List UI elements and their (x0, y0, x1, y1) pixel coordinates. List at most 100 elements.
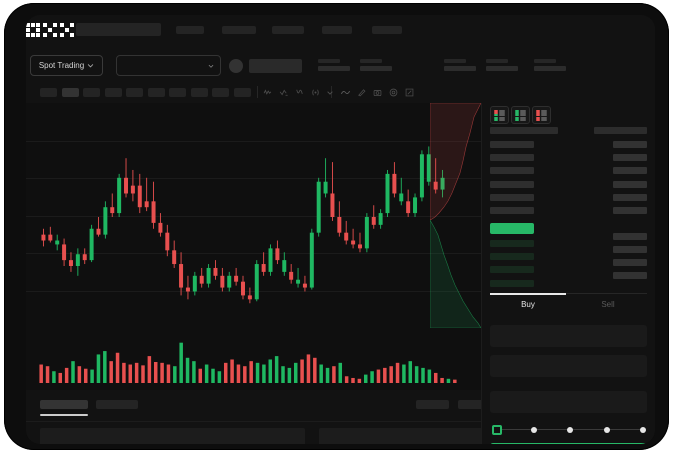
tf-1m[interactable] (40, 88, 57, 97)
fullscreen-icon[interactable] (404, 87, 415, 98)
compare-icon[interactable] (294, 87, 305, 98)
header-nav-item-4[interactable] (322, 26, 352, 34)
volume-bar (402, 364, 406, 383)
header-nav-item-5[interactable] (372, 26, 402, 34)
slider-stop-100[interactable] (640, 427, 646, 433)
tf-15m[interactable] (83, 88, 100, 97)
orderbook-icon-bar (541, 116, 547, 119)
tf-1d[interactable] (169, 88, 186, 97)
candle-body (192, 275, 197, 292)
candle-body (89, 228, 94, 261)
header-search-input[interactable] (76, 23, 161, 36)
draw-pencil-icon[interactable] (356, 87, 367, 98)
orderbook-asks-icon (533, 107, 550, 123)
ob-mode-asks[interactable] (532, 106, 551, 124)
stat-change-24h-label (360, 59, 382, 63)
bottom-action-2[interactable] (458, 400, 491, 409)
orderbook-price-header (490, 127, 558, 134)
amount-percent-slider[interactable] (492, 425, 646, 435)
orderbook-ask-row[interactable] (490, 180, 534, 188)
volume-bar (236, 364, 241, 383)
candle-body (357, 244, 362, 249)
volume-bar (52, 371, 56, 383)
stat-change-24h (360, 59, 392, 71)
candle-body (406, 201, 411, 214)
volume-bar (141, 365, 145, 383)
volume-bar (408, 361, 413, 383)
logo-x-cell (59, 32, 64, 37)
candle-body (110, 207, 115, 214)
ob-mode-both[interactable] (490, 106, 509, 124)
orderbook-bid-row[interactable] (490, 266, 534, 274)
tf-1w[interactable] (190, 88, 208, 97)
submit-buy-button[interactable] (490, 443, 647, 444)
order-amount-field[interactable] (490, 355, 647, 377)
orderbook-icon-row (493, 111, 498, 114)
orderbook-ask-row[interactable] (490, 193, 534, 201)
orderbook-bid-row[interactable] (490, 279, 534, 287)
slider-stop-25[interactable] (530, 427, 537, 433)
tf-1mo[interactable] (212, 88, 229, 97)
indicators-icon[interactable] (278, 87, 289, 98)
bottom-panel-left[interactable] (40, 428, 305, 444)
volume-bar (427, 369, 432, 383)
slider-stop-50[interactable] (567, 427, 573, 433)
candle-wick (325, 158, 327, 198)
candle-body (392, 173, 397, 194)
bottom-action-1[interactable] (416, 400, 449, 409)
bottom-tab-order-history[interactable] (96, 400, 138, 409)
okx-logo[interactable] (26, 23, 74, 37)
orderbook-ask-row[interactable] (490, 154, 534, 162)
orderbook-amount-cell (613, 246, 647, 253)
bottom-tab-open-orders[interactable] (40, 400, 88, 409)
tf-30m[interactable] (104, 88, 122, 97)
orderbook-last-price[interactable] (490, 223, 534, 234)
candle-body (213, 267, 218, 276)
orderbook-icon-row (493, 109, 498, 112)
orderbook-bid-row[interactable] (490, 253, 534, 261)
orderbook-icon-row (514, 119, 519, 122)
orderbook-ask-row[interactable] (490, 207, 534, 214)
candlestick-chart[interactable] (26, 103, 481, 328)
orderbook-icon-bar (499, 119, 505, 122)
header-nav-item-1[interactable] (176, 26, 204, 34)
tab-sell[interactable]: Sell (601, 300, 615, 309)
tf-more[interactable] (233, 88, 251, 97)
orderbook-icon-bar (499, 109, 505, 112)
dropdown-icon[interactable] (326, 87, 334, 98)
bottom-panel (26, 390, 569, 444)
candle-wick (332, 162, 333, 221)
chart-type-icon[interactable] (262, 87, 273, 98)
slider-handle[interactable] (492, 425, 502, 435)
orderbook-icon-bar (520, 116, 526, 119)
orderbook-ask-row[interactable] (490, 167, 534, 175)
orderbook-ask-row[interactable] (490, 141, 534, 148)
header-nav-item-2[interactable] (222, 26, 256, 34)
candle-wick (435, 158, 437, 194)
settings-gear-icon[interactable] (388, 87, 399, 98)
snapshot-camera-icon[interactable] (372, 87, 383, 98)
order-price-field[interactable] (490, 325, 647, 347)
volume-bar (357, 378, 362, 383)
tf-1h[interactable] (126, 88, 143, 97)
logo-x-cell (64, 27, 69, 32)
tf-4h[interactable] (147, 88, 165, 97)
ob-mode-bids[interactable] (511, 106, 530, 124)
pair-select-dropdown[interactable] (116, 55, 221, 76)
tf-5m[interactable] (61, 88, 79, 97)
candle-body (220, 275, 225, 288)
slider-stop-75[interactable] (603, 427, 610, 433)
orderbook-bid-row[interactable] (490, 240, 534, 247)
candle-body (103, 207, 108, 235)
order-form-tabs: Buy Sell (482, 293, 655, 317)
line-chart-icon[interactable] (340, 87, 351, 98)
orderbook-icon-bar (541, 111, 547, 114)
header-nav-item-3[interactable] (272, 26, 304, 34)
spot-trading-selector[interactable]: Spot Trading (30, 55, 103, 76)
candle-body (275, 248, 280, 261)
templates-icon[interactable] (310, 87, 321, 98)
order-total-field[interactable] (490, 391, 647, 413)
tab-buy[interactable]: Buy (521, 300, 535, 309)
candle-body (48, 234, 53, 241)
candle-wick (125, 158, 127, 198)
